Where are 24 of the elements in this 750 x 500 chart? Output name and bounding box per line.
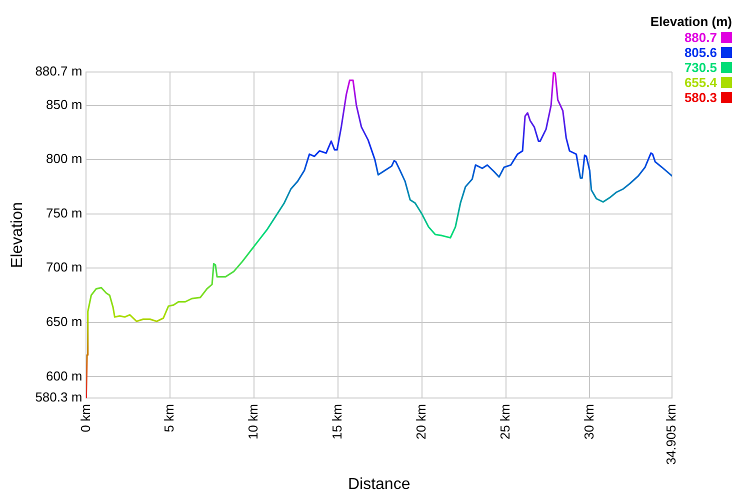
- x-tick-label: 10 km: [246, 404, 261, 440]
- y-tick-label: 580.3 m: [35, 390, 82, 405]
- y-tick-label: 700 m: [46, 260, 82, 275]
- color-bar-label: 730.5: [684, 60, 717, 75]
- y-axis-title: Elevation: [9, 202, 26, 268]
- x-tick-label: 30 km: [581, 404, 596, 440]
- x-tick-label: 0 km: [78, 404, 93, 432]
- y-tick-label: 650 m: [46, 314, 82, 330]
- x-axis-title: Distance: [348, 476, 410, 493]
- x-tick-label: 34.905 km: [664, 404, 679, 465]
- y-tick-label: 880.7 m: [35, 64, 82, 79]
- color-bar-label: 655.4: [684, 75, 717, 90]
- y-tick-label: 750 m: [46, 205, 82, 220]
- y-tick-label: 850 m: [46, 96, 82, 112]
- x-tick-label: 20 km: [413, 404, 428, 440]
- y-tick-label: 600 m: [46, 368, 82, 384]
- color-bar-label: 580.3: [684, 90, 717, 105]
- x-tick-label: 15 km: [330, 404, 345, 440]
- color-bar-label: 805.6: [684, 45, 717, 60]
- x-tick-label: 5 km: [162, 404, 177, 432]
- y-tick-label: 800 m: [46, 151, 82, 166]
- x-tick-label: 25 km: [497, 404, 512, 440]
- color-bar-label: 880.7: [684, 30, 717, 45]
- color-bar-title: Elevation (m): [650, 14, 732, 29]
